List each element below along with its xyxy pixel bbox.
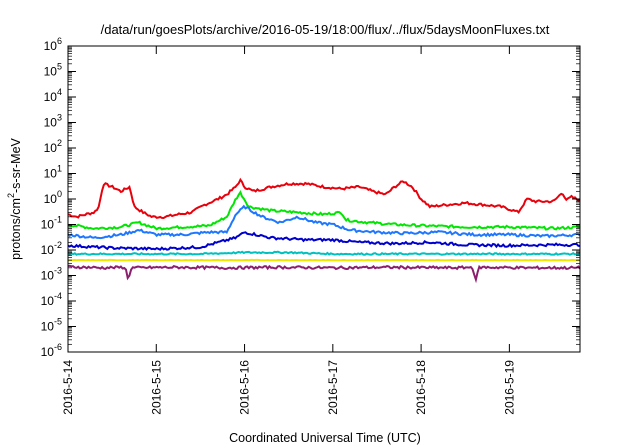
x-tick-label: 2016-5-16 — [238, 360, 252, 415]
y-tick-label: 102 — [44, 138, 62, 155]
y-axis-label: protons/cm2-s-sr-MeV — [6, 137, 23, 259]
y-tick-label: 10-2 — [41, 240, 62, 257]
x-tick-label: 2016-5-17 — [326, 360, 340, 415]
y-tick-label: 10-5 — [41, 317, 62, 334]
y-tick-label: 10-4 — [41, 291, 62, 308]
y-tick-label: 10-6 — [41, 342, 62, 359]
x-tick-label: 2016-5-18 — [414, 360, 428, 415]
y-tick-label: 106 — [44, 36, 62, 53]
x-axis-label: Coordinated Universal Time (UTC) — [229, 431, 421, 445]
y-axis-label-text: protons/cm2-s-sr-MeV — [6, 137, 23, 259]
plot-area: 10-6 10-5 10-4 10-3 10-2 10-1 100 101 102 103 104 1… — [41, 36, 581, 415]
series-line-2 — [67, 190, 581, 231]
x-tick-label: 2016-5-19 — [502, 360, 516, 415]
series-line-4 — [67, 231, 581, 251]
series-line-6 — [67, 258, 581, 262]
x-tick-label: 2016-5-15 — [149, 360, 163, 415]
y-tick-label: 101 — [44, 164, 62, 181]
y-tick-label: 10-1 — [41, 215, 62, 232]
series-line-3 — [67, 204, 581, 240]
series-line-5 — [67, 250, 581, 256]
y-tick-label: 10-3 — [41, 266, 62, 283]
series-line-1 — [67, 177, 581, 220]
series-line-7 — [67, 264, 581, 284]
chart-title: /data/run/goesPlots/archive/2016-05-19/1… — [101, 22, 550, 37]
y-tick-label: 103 — [44, 113, 62, 130]
plot-frame — [67, 45, 581, 353]
y-tick-label: 104 — [44, 87, 62, 104]
y-tick-label: 100 — [44, 189, 62, 206]
x-tick-label: 2016-5-14 — [61, 360, 75, 415]
y-tick-label: 105 — [44, 62, 62, 79]
